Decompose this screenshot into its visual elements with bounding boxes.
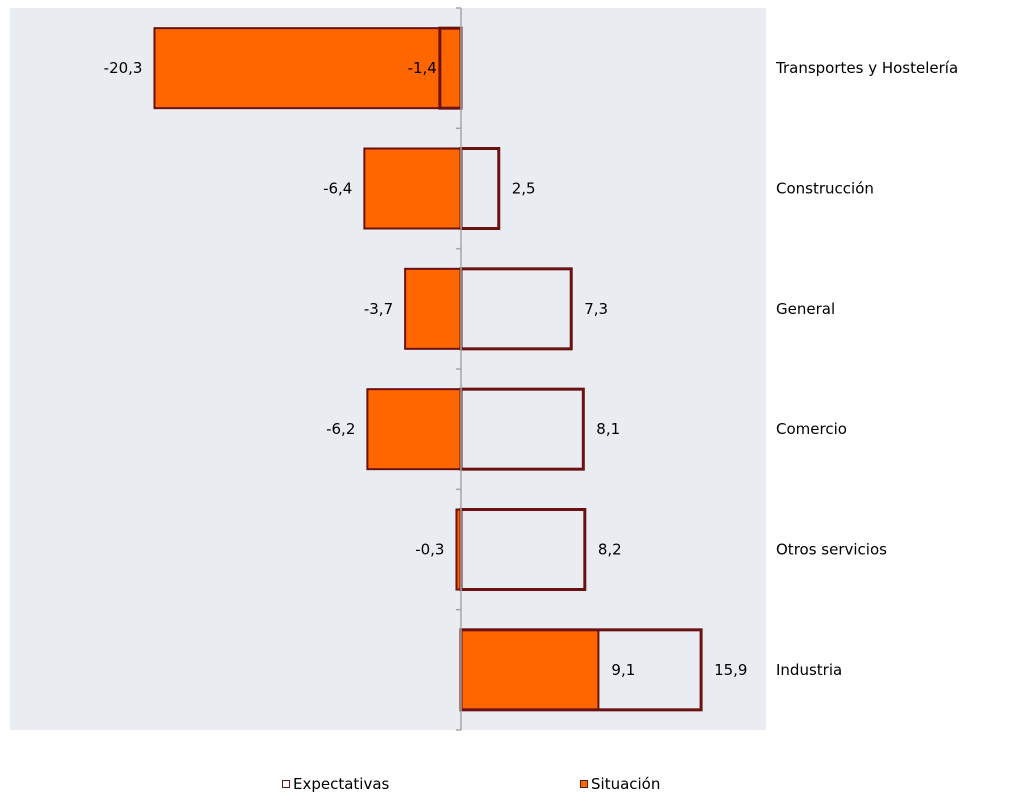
label-expectativas-general: 7,3 [584, 300, 608, 318]
legend-label-situacion: Situación [591, 775, 661, 793]
category-labels: Transportes y Hostelería Construcción Gene… [775, 59, 958, 679]
bar-situacion-industria [460, 628, 600, 711]
label-situacion-comercio: -6,2 [326, 420, 355, 438]
category-label-construccion: Construcción [776, 180, 874, 198]
label-expectativas-industria: 15,9 [714, 661, 747, 679]
label-expectativas-otros-servicios: 8,2 [598, 541, 622, 559]
category-label-industria: Industria [776, 661, 842, 679]
label-situacion-transportes-y-hosteleria: -20,3 [104, 59, 143, 77]
legend-label-expectativas: Expectativas [293, 775, 390, 793]
label-situacion-industria: 9,1 [611, 661, 635, 679]
legend-swatch-situacion [580, 780, 588, 788]
legend-item-situacion: Situación [580, 774, 660, 794]
bar-situacion-comercio [366, 388, 463, 471]
plot-area [10, 8, 766, 730]
label-situacion-construccion: -6,4 [323, 180, 352, 198]
legend-item-expectativas: Expectativas [282, 774, 389, 794]
bar-situacion-general [404, 267, 463, 350]
category-label-comercio: Comercio [776, 420, 847, 438]
category-label-transportes-y-hosteleria: Transportes y Hostelería [775, 59, 958, 77]
bar-situacion-construccion [363, 147, 462, 230]
label-expectativas-transportes-y-hosteleria: -1,4 [408, 59, 437, 77]
label-situacion-general: -3,7 [364, 300, 393, 318]
bar-situacion-transportes-y-hosteleria [153, 27, 462, 110]
data-labels: -20,3 -1,4 -6,4 2,5 -3,7 7,3 -6,2 8,1 -0,3 8,2 9,1… [104, 59, 748, 679]
category-label-general: General [776, 300, 835, 318]
axis-ticks [456, 7, 461, 731]
legend-swatch-expectativas [282, 780, 290, 788]
category-label-otros-servicios: Otros servicios [776, 541, 887, 559]
label-expectativas-construccion: 2,5 [512, 180, 536, 198]
label-situacion-otros-servicios: -0,3 [415, 541, 444, 559]
label-expectativas-comercio: 8,1 [596, 420, 620, 438]
